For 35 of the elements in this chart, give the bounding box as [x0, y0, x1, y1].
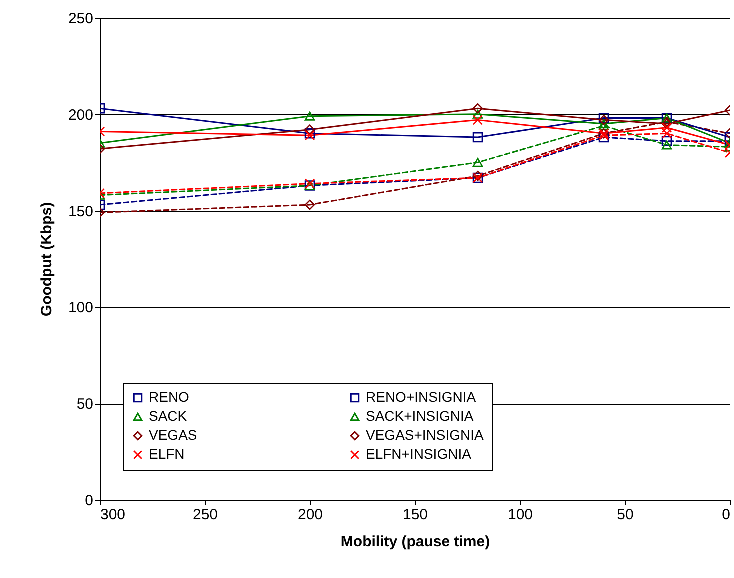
- point: [472, 103, 484, 114]
- point: [304, 200, 316, 210]
- y-tick-label: 200: [68, 106, 94, 124]
- legend-label: SACK+INSIGNIA: [366, 408, 474, 424]
- x-tick-label: 0: [722, 506, 730, 524]
- point: [304, 124, 316, 135]
- point: [662, 128, 672, 139]
- point: [472, 132, 484, 143]
- legend-label: ELFN: [149, 446, 185, 462]
- legend-label: SACK: [149, 408, 188, 424]
- y-tick-label: 150: [68, 203, 94, 220]
- y-tick-label: 100: [68, 300, 94, 317]
- y-tick-label: 50: [76, 396, 94, 414]
- x-tick-label: 250: [192, 506, 218, 524]
- x-tick-label: 50: [617, 506, 634, 524]
- x-tick-label: 100: [508, 506, 534, 524]
- legend-label: ELFN+INSIGNIA: [366, 446, 472, 462]
- point: [662, 122, 672, 134]
- x-axis-title: Mobility (pause time): [340, 534, 490, 550]
- point: [304, 112, 316, 121]
- y-tick-label: 0: [85, 492, 94, 510]
- y-axis-title: Goodput (Kbps): [38, 202, 56, 317]
- point: [662, 140, 672, 150]
- legend-label: VEGAS: [149, 427, 198, 443]
- point: [472, 158, 484, 168]
- x-tick-label: 300: [100, 506, 126, 524]
- point: [472, 110, 484, 119]
- legend-label: RENO: [149, 389, 190, 405]
- x-tick-label: 150: [402, 506, 428, 524]
- point: [662, 136, 672, 147]
- y-tick-label: 250: [68, 10, 94, 28]
- point: [472, 115, 484, 126]
- x-tick-label: 200: [298, 506, 324, 524]
- legend-label: RENO+INSIGNIA: [366, 389, 477, 405]
- legend-label: VEGAS+INSIGNIA: [366, 427, 485, 443]
